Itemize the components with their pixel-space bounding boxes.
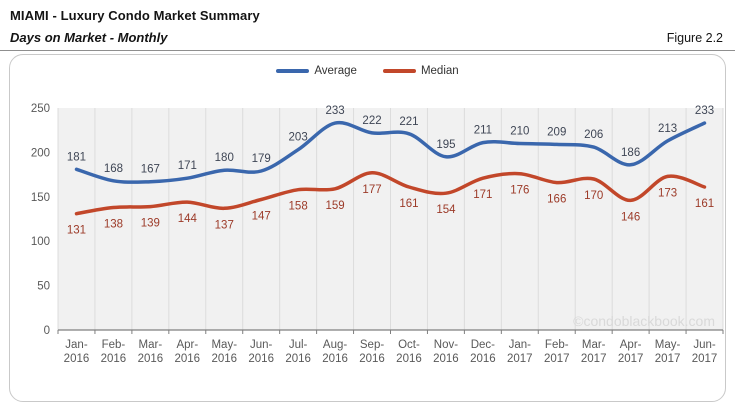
- x-tick-label: Apr-2016: [175, 339, 201, 365]
- average-data-label: 206: [584, 129, 603, 141]
- median-data-label: 173: [658, 187, 677, 199]
- legend-label: Average: [314, 65, 357, 77]
- y-tick-label: 200: [31, 147, 50, 159]
- x-tick-label: Jan-2017: [507, 339, 533, 365]
- chart-card: Average Median 0 50 100 150 200 250 Jan-2016 Feb…: [9, 54, 726, 402]
- y-tick-label: 100: [31, 236, 50, 248]
- x-tick-label: Dec-2016: [470, 339, 496, 365]
- median-data-label: 159: [325, 200, 344, 212]
- median-data-label: 139: [141, 218, 160, 230]
- page-title: MIAMI - Luxury Condo Market Summary: [10, 8, 260, 23]
- median-data-label: 137: [215, 219, 234, 231]
- x-tick-label: Oct-2016: [396, 339, 422, 365]
- median-data-label: 176: [510, 185, 529, 197]
- average-data-label: 181: [67, 151, 86, 163]
- median-data-label: 177: [362, 184, 381, 196]
- average-line-swatch: [276, 69, 310, 73]
- chart-header: MIAMI - Luxury Condo Market Summary Days…: [0, 0, 735, 51]
- x-tick-label: Feb-2016: [101, 339, 127, 365]
- average-data-label: 179: [252, 153, 271, 165]
- median-data-label: 161: [695, 198, 714, 210]
- x-tick-label: Jul-2016: [285, 339, 311, 365]
- y-tick-label: 50: [37, 281, 50, 293]
- average-data-label: 168: [104, 163, 123, 175]
- x-tick-label: Sep-2016: [359, 339, 385, 365]
- median-data-label: 147: [252, 210, 271, 222]
- median-data-label: 166: [547, 194, 566, 206]
- average-data-label: 233: [695, 105, 714, 117]
- y-tick-label: 0: [44, 325, 50, 337]
- average-line: [74, 120, 707, 184]
- subtitle-row: Days on Market - Monthly Figure 2.2: [10, 30, 723, 48]
- median-data-label: 146: [621, 211, 640, 223]
- x-tick-label: Aug-2016: [322, 339, 348, 365]
- y-tick-label: 150: [31, 192, 50, 204]
- average-data-label: 222: [362, 115, 381, 127]
- x-tick-label: Jan-2016: [64, 339, 90, 365]
- x-tick-label: Nov-2016: [433, 339, 459, 365]
- figure-label: Figure 2.2: [666, 31, 723, 45]
- average-data-label: 180: [215, 152, 234, 164]
- median-data-label: 171: [473, 189, 492, 201]
- median-data-label: 144: [178, 213, 198, 225]
- average-data-label: 233: [325, 105, 344, 117]
- average-data-label: 221: [399, 116, 418, 128]
- y-tick-label: 250: [31, 103, 50, 115]
- chart-subtitle: Days on Market - Monthly: [10, 30, 168, 45]
- watermark: ©condoblackbook.com: [573, 313, 715, 329]
- average-data-label: 211: [474, 125, 492, 137]
- median-data-label: 158: [289, 201, 308, 213]
- average-data-label: 213: [658, 123, 677, 135]
- line-chart: 0 50 100 150 200 250 Jan-2016 Feb-2016 Mar-2016 A…: [31, 103, 724, 365]
- average-data-label: 210: [510, 126, 529, 138]
- x-tick-label: May-2017: [655, 339, 681, 365]
- x-tick-label: Jun-2016: [248, 339, 274, 365]
- legend-item-average: Average: [276, 65, 357, 77]
- x-tick-label: May-2016: [211, 339, 237, 365]
- average-data-label: 209: [547, 126, 566, 138]
- median-data-label: 131: [67, 225, 86, 237]
- median-data-label: 154: [436, 204, 456, 216]
- average-data-label: 186: [621, 147, 640, 159]
- x-tick-label: Mar-2017: [581, 339, 607, 365]
- x-tick-label: Apr-2017: [618, 339, 644, 365]
- average-data-label: 167: [141, 164, 160, 176]
- x-tick-label: Feb-2017: [544, 339, 570, 365]
- median-data-label: 161: [399, 198, 418, 210]
- median-line-swatch: [382, 69, 416, 73]
- median-data-label: 138: [104, 218, 123, 230]
- average-data-label: 171: [178, 160, 197, 172]
- chart-legend: Average Median: [10, 65, 725, 77]
- median-line: [74, 171, 707, 216]
- average-data-label: 203: [289, 132, 308, 144]
- median-data-label: 170: [584, 190, 603, 202]
- x-tick-label: Jun-2017: [692, 339, 718, 365]
- average-data-label: 195: [436, 139, 455, 151]
- legend-item-median: Median: [382, 65, 459, 77]
- x-tick-label: Mar-2016: [138, 339, 164, 365]
- legend-label: Median: [420, 65, 459, 77]
